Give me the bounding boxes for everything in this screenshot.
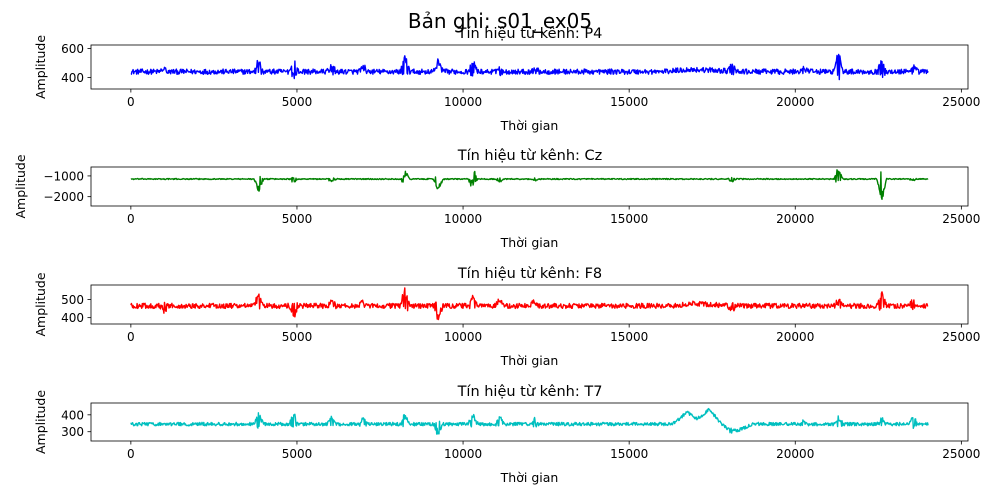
x-tick-label: 0 [127,447,135,461]
axes-frame [90,44,969,90]
x-tick-label: 15000 [610,95,648,109]
x-tick-label: 25000 [942,330,980,344]
subplot-title: Tín hiệu từ kênh: Cz [457,148,603,164]
x-tick-label: 5000 [282,447,313,461]
y-tick-label: 600 [61,42,84,56]
x-tick-label: 10000 [444,95,482,109]
axes-frame [90,284,969,325]
x-axis-label: Thời gian [500,353,559,368]
x-tick-label: 20000 [776,447,814,461]
x-tick-label: 15000 [610,212,648,226]
x-axis-label: Thời gian [500,470,559,485]
subplot-4: 0 5000 10000 15000 20000 25000 300 400 Tín hiệu … [33,384,980,485]
x-axis-label: Thời gian [500,118,559,133]
x-tick-label: 25000 [942,95,980,109]
x-tick-label: 25000 [942,447,980,461]
y-tick-label: −2000 [43,190,84,204]
x-tick-label: 10000 [444,212,482,226]
x-tick-label: 25000 [942,212,980,226]
subplot-1: 0 5000 10000 15000 20000 25000 400 600 Tín hiệu … [33,26,980,133]
x-tick-label: 15000 [610,447,648,461]
x-tick-label: 10000 [444,330,482,344]
x-tick-label: 5000 [282,212,313,226]
x-tick-label: 15000 [610,330,648,344]
subplot-title: Tín hiệu từ kênh: P4 [457,26,603,42]
signal-line [130,407,929,435]
subplot-3: 0 5000 10000 15000 20000 25000 400 500 Tín hiệu … [33,266,980,368]
y-axis-label: Amplitude [33,35,48,99]
x-tick-label: 20000 [776,212,814,226]
y-tick-label: 400 [61,408,84,422]
y-tick-label: −1000 [43,169,84,183]
signal-line [130,53,929,81]
x-tick-label: 5000 [282,95,313,109]
axes-frame [90,402,969,442]
y-axis-label: Amplitude [33,272,48,336]
x-tick-label: 0 [127,95,135,109]
subplot-2: 0 5000 10000 15000 20000 25000 −1000 −2000 Tín h… [13,148,980,250]
x-tick-label: 0 [127,212,135,226]
subplot-title: Tín hiệu từ kênh: F8 [457,266,602,282]
x-tick-label: 20000 [776,330,814,344]
x-axis-label: Thời gian [500,235,559,250]
y-tick-label: 500 [61,293,84,307]
x-tick-label: 0 [127,330,135,344]
x-tick-label: 5000 [282,330,313,344]
figure-suptitle: Bản ghi: s01_ex05 [408,9,592,33]
x-tick-label: 10000 [444,447,482,461]
x-tick-label: 20000 [776,95,814,109]
y-axis-label: Amplitude [13,154,28,218]
y-tick-label: 400 [61,71,84,85]
axes-frame [90,166,969,207]
signal-line [130,287,929,321]
y-axis-label: Amplitude [33,390,48,454]
y-tick-label: 400 [61,311,84,325]
y-tick-label: 300 [61,425,84,439]
signal-line [130,169,929,201]
subplot-title: Tín hiệu từ kênh: T7 [457,384,603,400]
